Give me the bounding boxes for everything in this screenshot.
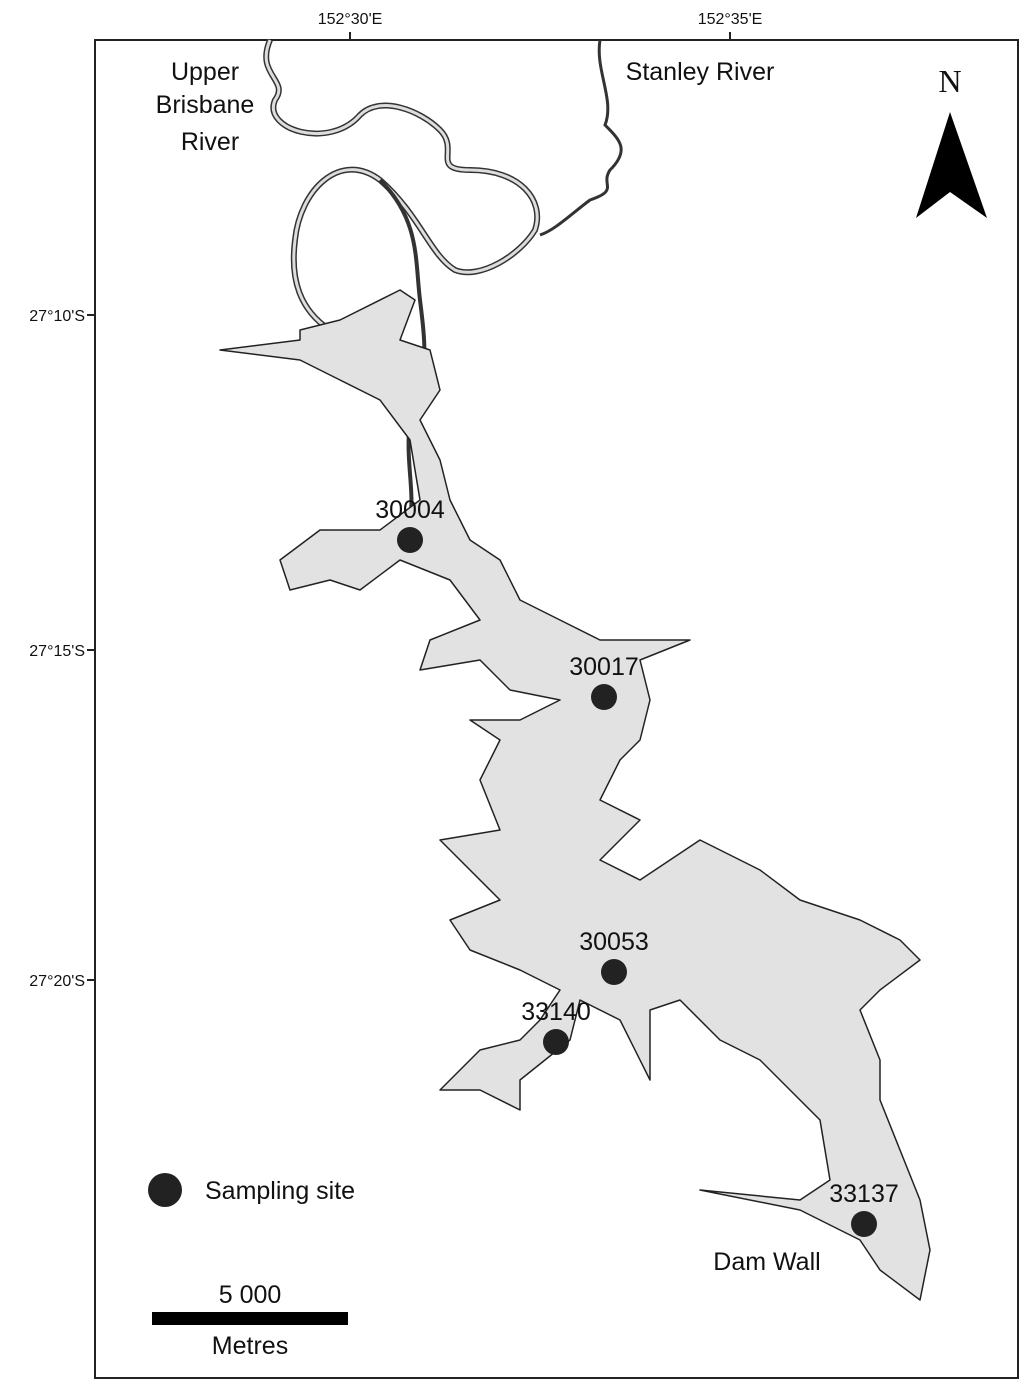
site-label: 30017 xyxy=(569,653,639,681)
site-label: 33137 xyxy=(829,1180,899,1208)
dam-wall-label: Dam Wall xyxy=(713,1248,820,1276)
scale-bar xyxy=(152,1312,348,1325)
north-arrow xyxy=(916,112,987,218)
river-label: Brisbane xyxy=(156,91,255,119)
y-tick-label: 27°10'S xyxy=(29,308,85,325)
sampling-site xyxy=(591,684,617,710)
scale-distance: 5 000 xyxy=(219,1281,282,1309)
sampling-site xyxy=(601,959,627,985)
upper-brisbane-river-fill xyxy=(264,39,539,332)
sampling-site xyxy=(851,1211,877,1237)
sampling-site xyxy=(397,527,423,553)
site-label: 30004 xyxy=(375,496,445,524)
stanley-river xyxy=(539,39,623,237)
site-label: 33140 xyxy=(521,998,591,1026)
river-label: Stanley River xyxy=(626,58,775,86)
river-label: Upper xyxy=(171,58,239,86)
legend-symbol xyxy=(148,1173,182,1207)
scale-unit: Metres xyxy=(212,1332,288,1360)
x-tick-label: 152°35'E xyxy=(698,11,763,28)
site-label: 30053 xyxy=(579,928,649,956)
y-tick-label: 27°15'S xyxy=(29,643,85,660)
sites: 30004 30017 30053 33140 33137 xyxy=(375,496,899,1237)
legend-label: Sampling site xyxy=(205,1177,355,1205)
river-label: River xyxy=(181,128,239,156)
sampling-site xyxy=(543,1029,569,1055)
y-tick-label: 27°20'S xyxy=(29,973,85,990)
x-tick-label: 152°30'E xyxy=(318,11,383,28)
north-label: N xyxy=(938,63,961,99)
